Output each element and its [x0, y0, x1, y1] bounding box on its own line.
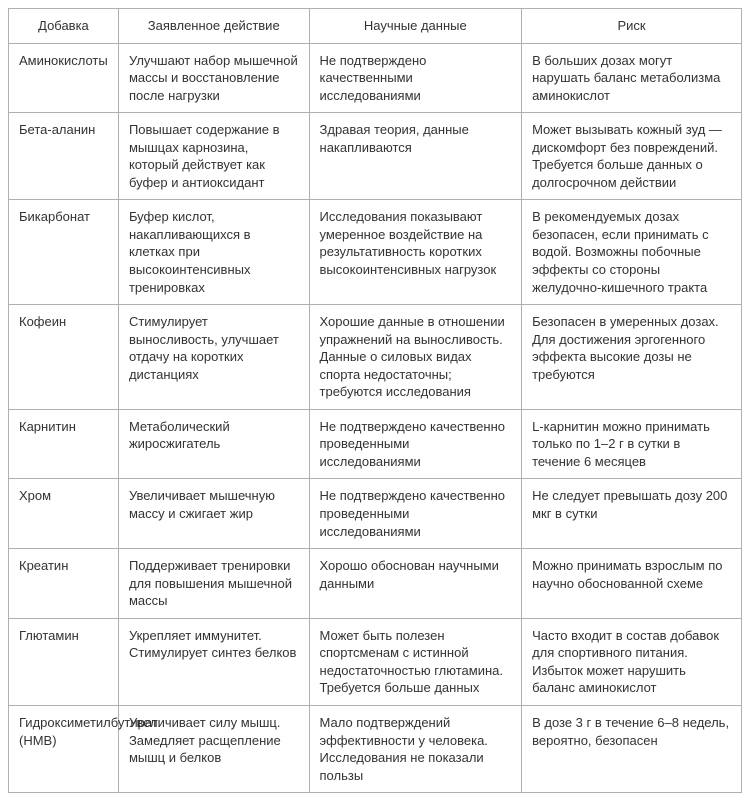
- table-body: Аминокислоты Улучшают набор мышечной мас…: [9, 43, 742, 793]
- table-row: Бета-аланин Повышает содержание в мышцах…: [9, 113, 742, 200]
- cell-risk: В рекомендуемых дозах безопасен, если пр…: [522, 200, 742, 305]
- cell-risk: L-карнитин можно принимать только по 1–2…: [522, 409, 742, 479]
- cell-evidence: Может быть полезен спортсменам с истинно…: [309, 618, 522, 705]
- col-header-supplement: Добавка: [9, 9, 119, 44]
- cell-supplement: Аминокислоты: [9, 43, 119, 113]
- cell-evidence: Не подтверждено качественными исследован…: [309, 43, 522, 113]
- cell-evidence: Мало подтверждений эффективности у челов…: [309, 705, 522, 792]
- cell-supplement: Бета-аланин: [9, 113, 119, 200]
- cell-supplement: Карнитин: [9, 409, 119, 479]
- cell-supplement: Бикарбонат: [9, 200, 119, 305]
- table-row: Глютамин Укрепляет иммунитет. Стимулируе…: [9, 618, 742, 705]
- table-row: Креатин Поддерживает тренировки для повы…: [9, 549, 742, 619]
- cell-evidence: Хорошо обоснован научными данными: [309, 549, 522, 619]
- cell-supplement: Хром: [9, 479, 119, 549]
- cell-action: Увеличивает мышечную массу и сжигает жир: [118, 479, 309, 549]
- supplements-table: Добавка Заявленное действие Научные данн…: [8, 8, 742, 793]
- cell-risk: В больших дозах могут нарушать баланс ме…: [522, 43, 742, 113]
- col-header-evidence: Научные данные: [309, 9, 522, 44]
- table-row: Карнитин Метаболический жиросжигатель Не…: [9, 409, 742, 479]
- cell-risk: В дозе 3 г в течение 6–8 недель, вероятн…: [522, 705, 742, 792]
- cell-action: Буфер кислот, накапливающихся в клетках …: [118, 200, 309, 305]
- cell-supplement: Глютамин: [9, 618, 119, 705]
- table-row: Хром Увеличивает мышечную массу и сжигае…: [9, 479, 742, 549]
- cell-risk: Не следует превышать дозу 200 мкг в сутк…: [522, 479, 742, 549]
- cell-risk: Безопасен в умеренных дозах. Для достиже…: [522, 305, 742, 410]
- col-header-action: Заявленное действие: [118, 9, 309, 44]
- cell-action: Поддерживает тренировки для повышения мы…: [118, 549, 309, 619]
- cell-evidence: Хорошие данные в отношении упражнений на…: [309, 305, 522, 410]
- cell-risk: Может вызывать кожный зуд — дискомфорт б…: [522, 113, 742, 200]
- table-row: Кофеин Стимулирует выносливость, улучшае…: [9, 305, 742, 410]
- cell-action: Метаболический жиросжигатель: [118, 409, 309, 479]
- table-row: Гидроксиметилбутират (HMB) Увеличивает с…: [9, 705, 742, 792]
- cell-evidence: Не подтверждено качественно проведенными…: [309, 479, 522, 549]
- table-row: Бикарбонат Буфер кислот, накапливающихся…: [9, 200, 742, 305]
- cell-evidence: Не подтверждено качественно проведенными…: [309, 409, 522, 479]
- cell-evidence: Исследования показывают умеренное воздей…: [309, 200, 522, 305]
- table-row: Аминокислоты Улучшают набор мышечной мас…: [9, 43, 742, 113]
- cell-supplement: Креатин: [9, 549, 119, 619]
- table-header-row: Добавка Заявленное действие Научные данн…: [9, 9, 742, 44]
- cell-action: Увеличивает силу мышц. Замедляет расщепл…: [118, 705, 309, 792]
- cell-evidence: Здравая теория, данные накапливаются: [309, 113, 522, 200]
- col-header-risk: Риск: [522, 9, 742, 44]
- cell-supplement: Кофеин: [9, 305, 119, 410]
- cell-risk: Часто входит в состав добавок для спорти…: [522, 618, 742, 705]
- cell-action: Укрепляет иммунитет. Стимулирует синтез …: [118, 618, 309, 705]
- cell-action: Стимулирует выносливость, улучшает отдач…: [118, 305, 309, 410]
- cell-supplement: Гидроксиметилбутират (HMB): [9, 705, 119, 792]
- cell-risk: Можно принимать взрослым по научно обосн…: [522, 549, 742, 619]
- cell-action: Повышает содержание в мышцах карнозина, …: [118, 113, 309, 200]
- cell-action: Улучшают набор мышечной массы и восстано…: [118, 43, 309, 113]
